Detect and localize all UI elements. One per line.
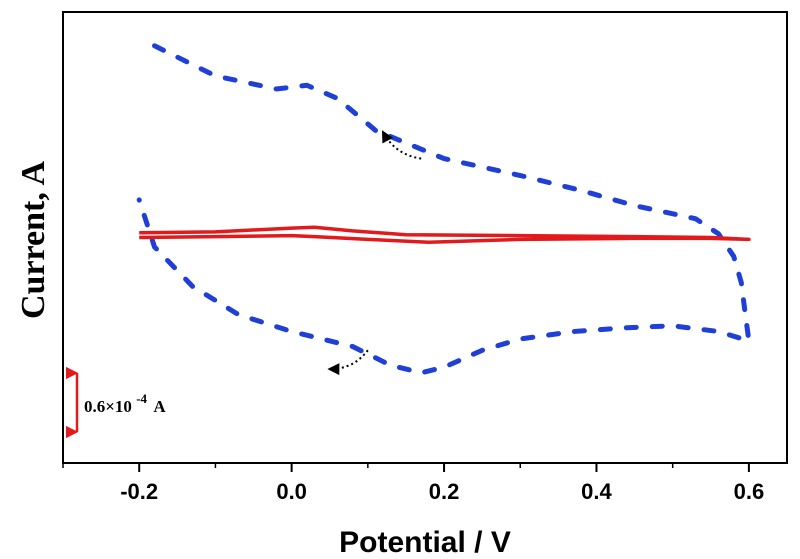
x-tick-label: 0.0 — [276, 479, 307, 504]
dotted-voltammogram-line — [136, 43, 752, 376]
scale-bar-exponent: -4 — [136, 391, 147, 406]
x-axis-tick-labels: -0.2 0.0 0.2 0.4 0.6 — [120, 479, 764, 504]
scale-bar-label: 0.6×10 -4 A — [84, 388, 166, 416]
x-axis-ticks — [62, 463, 750, 472]
scale-bar-prefix: 0.6×10 — [84, 397, 132, 416]
forward-arrow — [327, 349, 369, 376]
scale-bar-unit: A — [153, 397, 166, 416]
x-tick-label: 0.4 — [581, 479, 612, 504]
y-axis-title: Current, A — [15, 161, 52, 319]
solid-voltammogram-line — [139, 225, 751, 244]
series-layer — [136, 43, 752, 376]
x-tick-label: 0.6 — [734, 479, 765, 504]
plot-frame — [62, 11, 788, 464]
x-axis-title: Potential / V — [339, 526, 511, 559]
x-tick-label: 0.2 — [429, 479, 460, 504]
x-tick-label: -0.2 — [120, 479, 158, 504]
arrow-layer — [327, 130, 422, 376]
scale-bar: 0.6×10 -4 A — [65, 366, 166, 439]
